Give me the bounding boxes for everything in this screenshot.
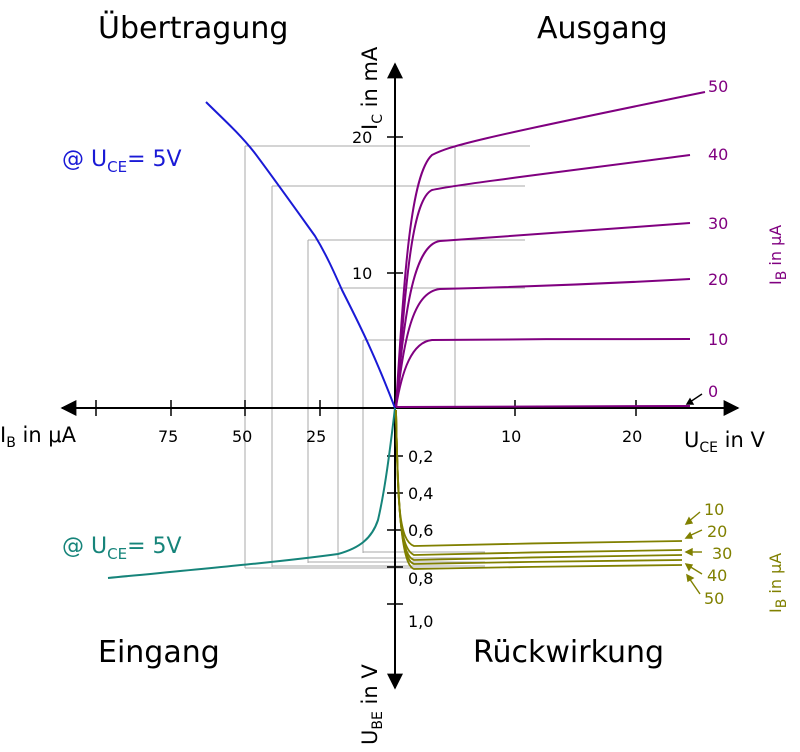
output-curves (395, 91, 706, 408)
ic-axis-label: IC in mA (358, 46, 386, 130)
quadrant-title-input: Eingang (98, 635, 220, 670)
feedback-label-arrows (684, 511, 703, 595)
ube-axis-label: UBE in V (358, 664, 386, 745)
ube-tick-0-4: 0,4 (408, 484, 433, 503)
axes (60, 62, 740, 690)
uce-tick-20: 20 (622, 427, 642, 446)
output-curve-50 (395, 91, 706, 408)
grid-lines (244, 145, 530, 569)
ib-tick-75: 75 (158, 427, 178, 446)
feedback-curve-50 (395, 409, 683, 570)
output-ib-label-10: 10 (708, 330, 728, 349)
feedback-ib-label-40: 40 (707, 566, 727, 585)
output-curve-10 (395, 338, 691, 408)
ube-tick-0-2: 0,2 (408, 447, 433, 466)
quadrant-title-output: Ausgang (537, 11, 668, 46)
output-ib-label-40: 40 (708, 145, 728, 164)
ib-tick-25: 25 (306, 427, 326, 446)
ib-axis-label: IB in μA (0, 423, 77, 451)
quadrant-title-transfer: Übertragung (98, 10, 288, 46)
feedback-ib-label-10: 10 (704, 500, 724, 519)
output-curve-30 (395, 222, 691, 408)
zero-label-arrow (685, 393, 703, 405)
input-curve (107, 407, 396, 579)
feedback-curves (395, 409, 683, 570)
uce-axis-label: UCE in V (684, 428, 765, 456)
ube-tick-0-6: 0,6 (408, 521, 433, 540)
output-ib-label-0: 0 (708, 382, 718, 401)
output-ib-label-50: 50 (708, 77, 728, 96)
feedback-ib-label-20: 20 (707, 522, 727, 541)
ic-tick-10: 10 (352, 264, 372, 283)
ib-tick-50: 50 (232, 427, 252, 446)
output-curve-40 (395, 154, 691, 408)
uce-tick-10: 10 (501, 427, 521, 446)
ube-tick-1-0: 1,0 (408, 612, 433, 631)
feedback-ib-label-50: 50 (704, 589, 724, 608)
ube-tick-0-8: 0,8 (408, 569, 433, 588)
output-ib-label-20: 20 (708, 270, 728, 289)
ic-tick-20: 20 (352, 128, 372, 147)
output-ib-axis-label: IB in μA (766, 225, 790, 285)
output-curve-20 (395, 278, 691, 408)
feedback-ib-label-30: 30 (712, 544, 732, 563)
quadrant-title-feedback: Rückwirkung (473, 635, 664, 670)
output-ib-label-30: 30 (708, 214, 728, 233)
transfer-curve (205, 101, 396, 409)
feedback-ib-axis-label: IB in μA (766, 553, 790, 613)
output-curve-0 (395, 405, 691, 408)
transfer-condition-label: @ UCE= 5V (62, 147, 182, 176)
input-condition-label: @ UCE= 5V (62, 534, 182, 563)
